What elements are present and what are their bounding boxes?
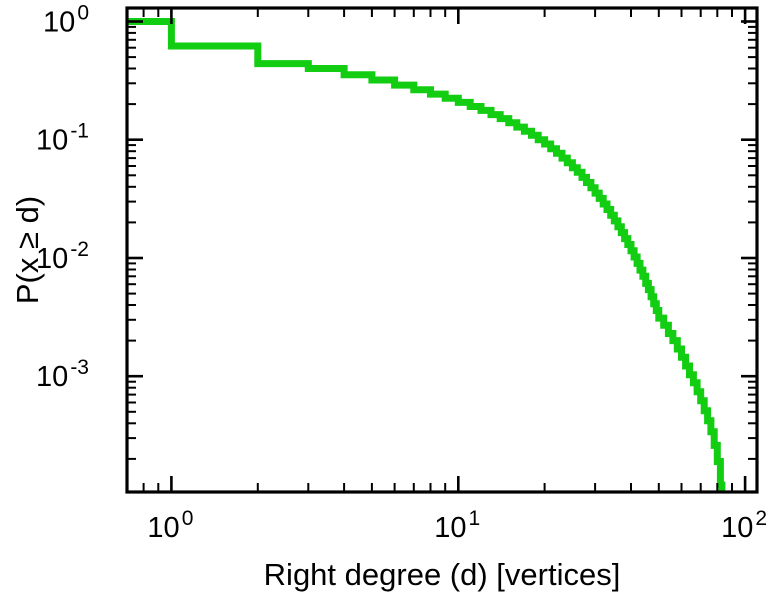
x-tick-label: 100 bbox=[147, 507, 193, 544]
y-tick-label: 10-1 bbox=[36, 120, 89, 157]
plot-frame bbox=[125, 6, 759, 494]
y-tick-label: 10-2 bbox=[36, 238, 89, 275]
x-tick-label: 101 bbox=[434, 507, 480, 544]
y-tick-label: 100 bbox=[43, 1, 89, 38]
x-axis-title: Right degree (d) [vertices] bbox=[264, 557, 621, 592]
axis-ticks bbox=[126, 8, 757, 492]
y-tick-label: 10-3 bbox=[36, 356, 89, 393]
tick-labels: 100 101 102 100 10-1 10-2 10-3 bbox=[36, 1, 767, 544]
x-tick-label: 102 bbox=[721, 507, 767, 544]
y-axis-title: P(x ≥ d) bbox=[10, 196, 45, 304]
ccdf-series-line bbox=[127, 18, 726, 492]
